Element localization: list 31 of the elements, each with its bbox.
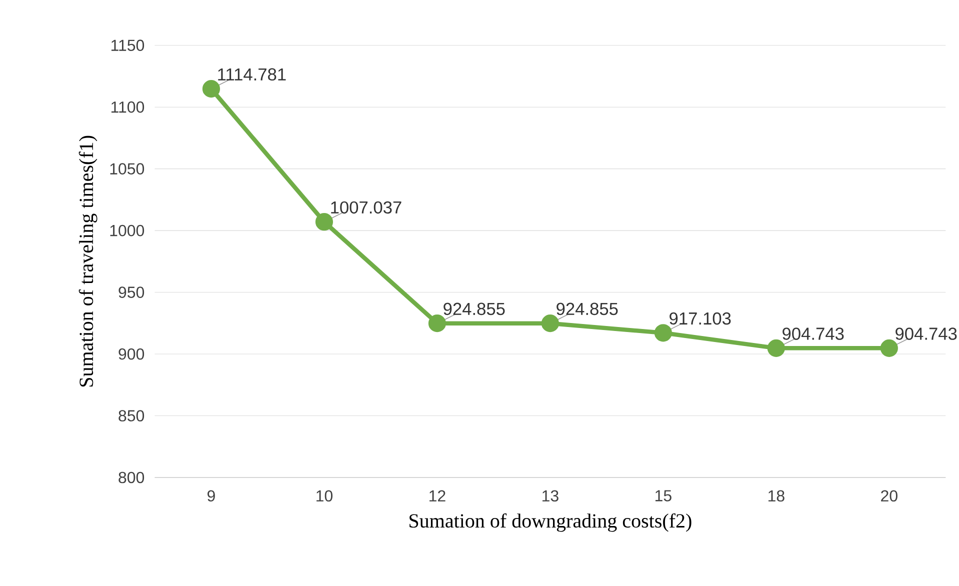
y-tick-label: 950 [118, 286, 144, 298]
data-label: 1007.037 [331, 202, 402, 214]
x-tick-label: 15 [656, 490, 672, 502]
y-tick-label: 1050 [110, 163, 144, 175]
data-label: 924.855 [444, 303, 505, 316]
point [202, 80, 220, 98]
x-axis-title: Sumation of downgrading costs(f2) [410, 514, 692, 532]
data-label: 917.103 [670, 312, 731, 325]
y-tick-label: 800 [118, 472, 144, 484]
data-label: 924.855 [556, 303, 618, 316]
point [654, 324, 672, 342]
point [315, 213, 334, 231]
point [767, 340, 785, 358]
data-label: 1114.781 [218, 68, 286, 81]
point [428, 314, 446, 332]
x-tick-label: 20 [881, 490, 898, 502]
x-tick-label: 10 [316, 490, 332, 502]
point [880, 340, 898, 358]
data-label: 904.743 [896, 328, 957, 340]
point [541, 314, 559, 332]
data-label: 904.743 [782, 328, 844, 340]
x-tick-label: 12 [430, 490, 446, 502]
y-axis-title: Sumation of traveling times(f1) [78, 136, 98, 387]
y-tick-label: 1150 [111, 40, 144, 52]
y-tick-label: 1100 [111, 102, 144, 113]
x-tick-label: 18 [768, 490, 784, 502]
y-tick-label: 850 [118, 410, 144, 422]
x-tick-label: 13 [542, 490, 558, 502]
y-tick-label: 1000 [110, 225, 144, 236]
y-tick-label: 900 [118, 348, 144, 360]
x-tick-label: 9 [208, 490, 215, 502]
